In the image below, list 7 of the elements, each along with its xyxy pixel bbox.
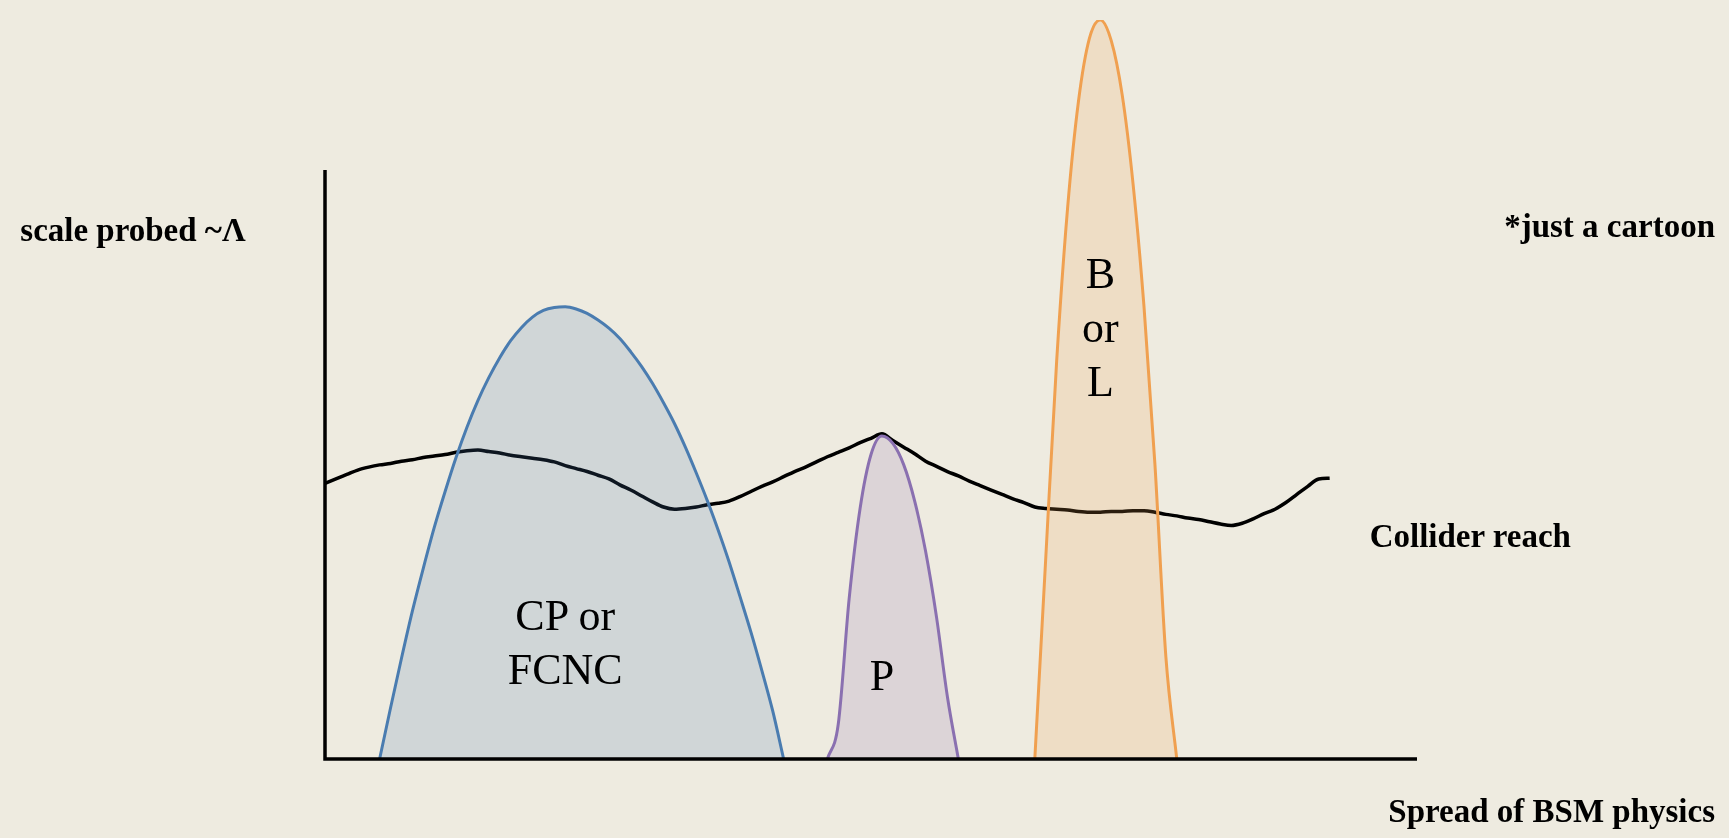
text: *just a cartoon: [1504, 208, 1715, 245]
series-label: CP or FCNC: [507, 591, 623, 695]
series-label: Collider reach: [1369, 517, 1571, 554]
x-axis-title: Spread of BSM physics: [1388, 793, 1715, 830]
series-label: B or L: [1081, 248, 1119, 406]
series-label: P: [869, 650, 895, 700]
y-axis-title: scale probed ~Λ: [19, 211, 247, 250]
